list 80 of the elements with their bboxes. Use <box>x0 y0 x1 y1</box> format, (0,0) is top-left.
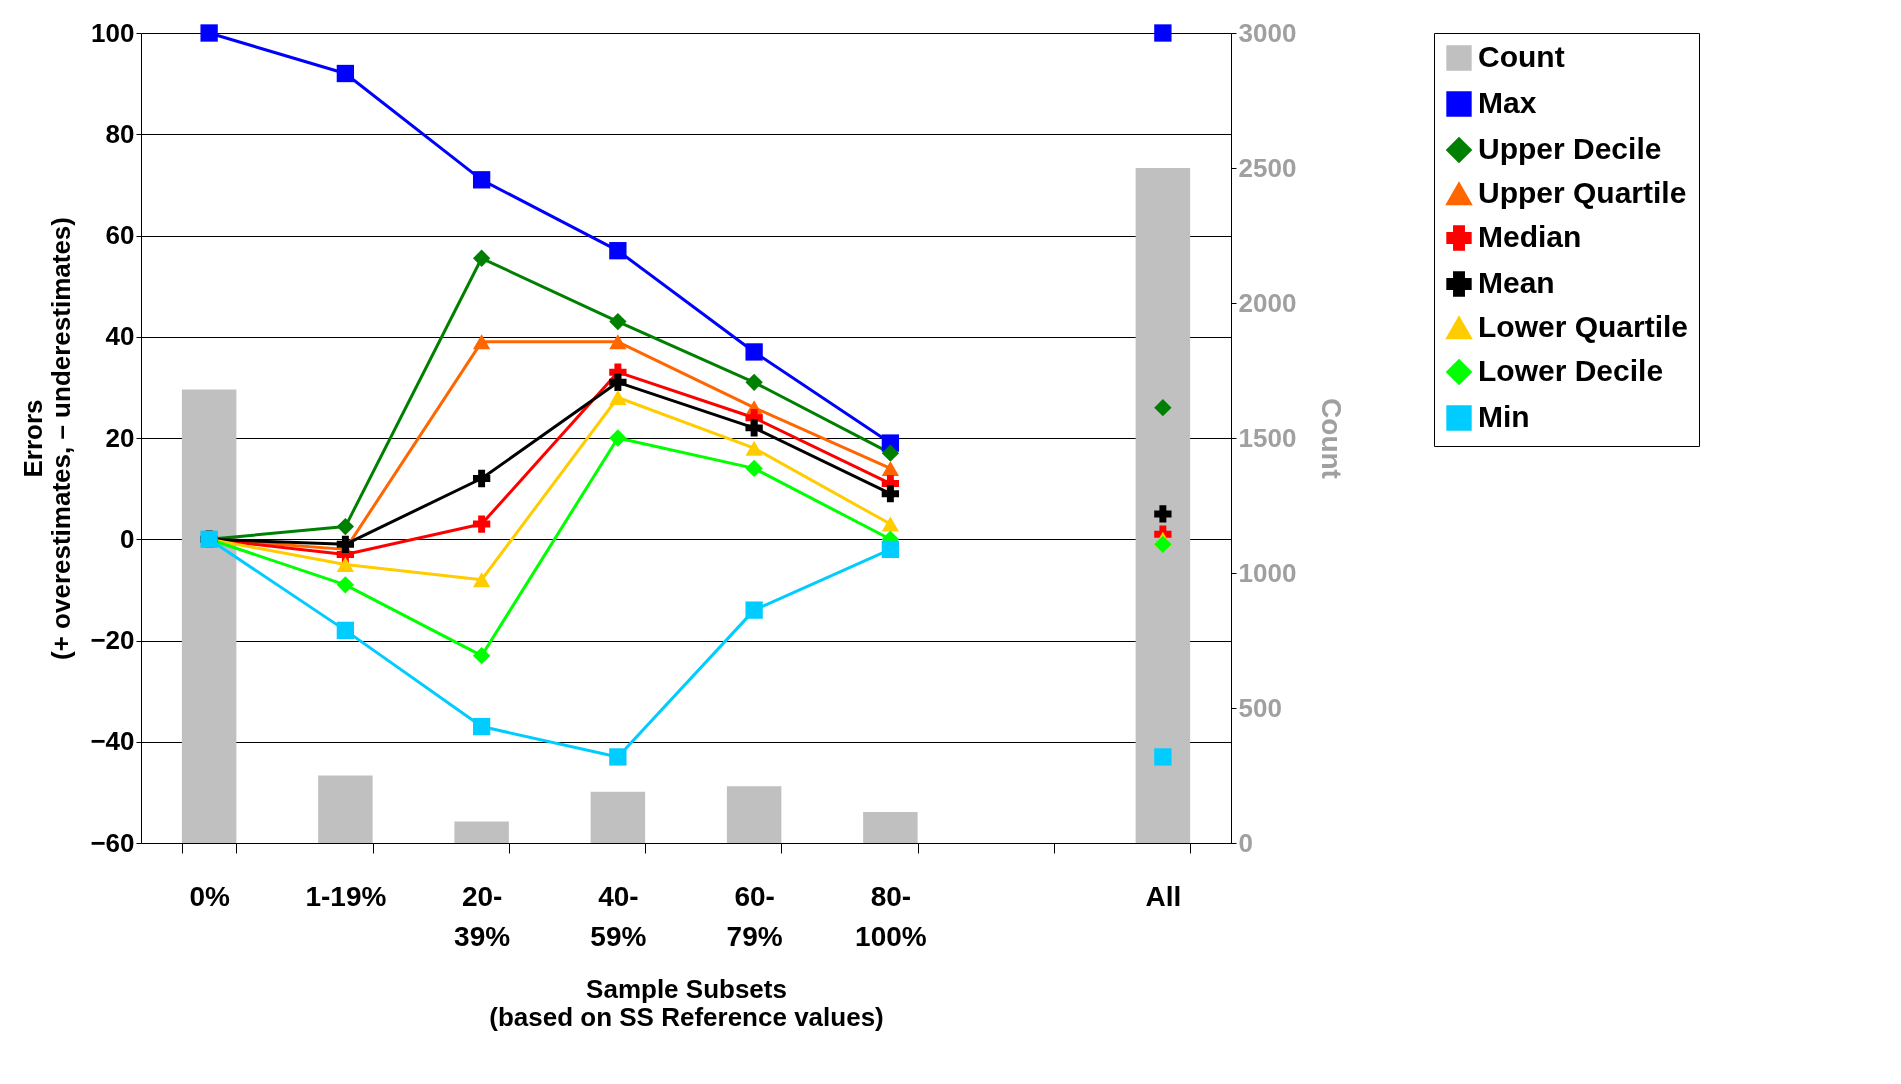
y-tick-label: −20 <box>90 625 135 655</box>
point <box>472 334 491 350</box>
y-tick-label: 20 <box>105 422 135 453</box>
point <box>472 515 491 533</box>
point <box>472 171 491 189</box>
bar <box>181 389 237 843</box>
point <box>745 601 763 619</box>
x-tick-label: 60-79% <box>726 880 783 952</box>
legend-label: Mean <box>1478 266 1555 299</box>
y-tick-label: −60 <box>90 827 135 858</box>
point <box>336 64 355 83</box>
legend-label: Upper Decile <box>1478 132 1662 165</box>
point <box>472 469 491 488</box>
y-tick-label: 100 <box>91 17 135 48</box>
bar <box>863 811 918 843</box>
y-tick-label: 0 <box>120 523 135 554</box>
y2-tick-label: 3000 <box>1238 17 1297 48</box>
point <box>745 459 763 478</box>
x-tick-label: 80-100% <box>855 880 927 952</box>
point <box>745 373 763 391</box>
point <box>609 373 627 391</box>
point <box>336 576 355 594</box>
point <box>609 334 627 350</box>
y-axis-title: Errors (+ overestimates, – underestimates) <box>18 217 77 660</box>
x-axis-title: Sample Subsets (based on SS Reference values) <box>489 973 884 1032</box>
point <box>472 249 491 267</box>
y-tick-label: 80 <box>105 118 135 149</box>
x-tick-label: 40-59% <box>590 880 647 952</box>
bar <box>1135 168 1191 843</box>
point <box>609 748 627 766</box>
point <box>609 390 627 405</box>
bar <box>454 821 509 843</box>
legend-label: Upper Quartile <box>1478 176 1687 209</box>
x-tick-label: 1-19% <box>305 880 387 912</box>
point <box>200 24 218 42</box>
point <box>881 540 900 559</box>
bar <box>726 786 782 843</box>
point <box>881 460 900 476</box>
point <box>881 485 900 503</box>
point <box>1154 535 1172 553</box>
x-tick-label: 0% <box>189 880 230 912</box>
y2-tick-label: 0 <box>1238 827 1253 858</box>
point <box>609 429 627 447</box>
legend-label: Max <box>1478 86 1537 119</box>
y2-tick-label: 2000 <box>1238 287 1297 318</box>
bar <box>590 791 646 843</box>
point <box>745 440 763 456</box>
point <box>472 647 491 665</box>
y2-tick-label: 2500 <box>1238 152 1297 183</box>
point <box>745 419 763 437</box>
point <box>881 516 900 532</box>
y2-tick-label: 500 <box>1238 692 1282 723</box>
legend-label: Min <box>1478 400 1530 433</box>
point <box>609 312 627 331</box>
legend-label: Count <box>1478 40 1565 73</box>
legend-label: Median <box>1478 220 1582 253</box>
point <box>609 242 627 260</box>
point <box>881 444 900 462</box>
point <box>336 517 355 536</box>
point <box>745 343 763 361</box>
point <box>472 717 491 736</box>
point <box>336 621 355 640</box>
point <box>1154 24 1172 42</box>
y2-tick-label: 1000 <box>1238 557 1297 588</box>
y-tick-label: −40 <box>90 726 135 757</box>
point <box>1154 398 1172 417</box>
point <box>1154 505 1172 523</box>
x-tick-label: 20-39% <box>454 880 511 952</box>
y2-tick-label: 1500 <box>1238 422 1297 453</box>
point <box>472 572 491 588</box>
legend-label: Lower Quartile <box>1478 310 1689 343</box>
x-tick-label: All <box>1145 880 1182 912</box>
y2-axis-title: Count <box>1316 398 1348 479</box>
point <box>1154 748 1172 766</box>
bar <box>318 775 373 843</box>
y-tick-label: 40 <box>105 321 135 352</box>
point <box>336 557 355 573</box>
legend-label: Lower Decile <box>1478 354 1664 387</box>
point <box>336 535 355 553</box>
y-tick-label: 60 <box>105 220 135 250</box>
